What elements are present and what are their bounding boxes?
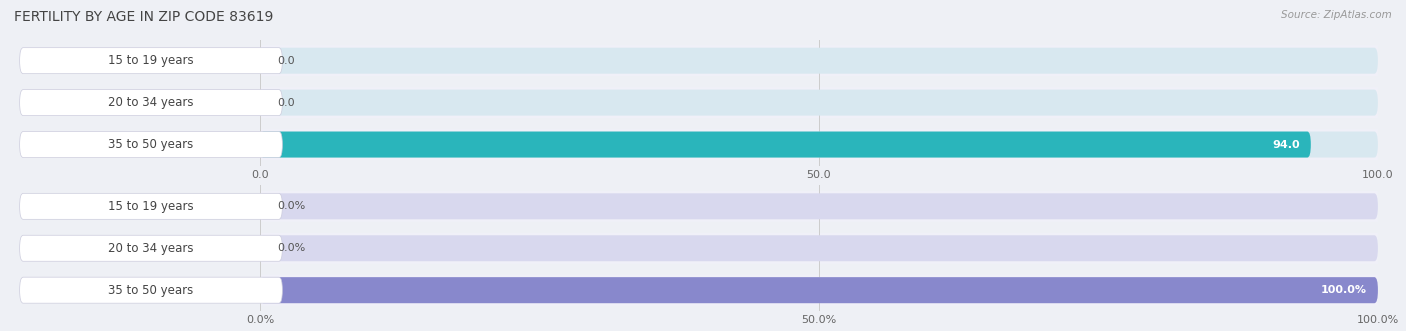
FancyBboxPatch shape [260,45,1378,76]
FancyBboxPatch shape [260,48,1378,74]
Text: 20 to 34 years: 20 to 34 years [108,242,194,255]
FancyBboxPatch shape [20,193,283,219]
Text: 35 to 50 years: 35 to 50 years [108,284,194,297]
FancyBboxPatch shape [260,87,1378,118]
Text: 0.0: 0.0 [277,56,294,66]
FancyBboxPatch shape [260,277,1378,303]
Text: 100.0%: 100.0% [1320,285,1367,295]
FancyBboxPatch shape [260,90,1378,116]
Text: 20 to 34 years: 20 to 34 years [108,96,194,109]
Text: 94.0: 94.0 [1272,140,1299,150]
FancyBboxPatch shape [260,233,1378,264]
FancyBboxPatch shape [260,275,1378,306]
FancyBboxPatch shape [20,235,283,261]
Text: 0.0%: 0.0% [277,243,305,253]
FancyBboxPatch shape [20,131,283,158]
FancyBboxPatch shape [260,277,1378,303]
FancyBboxPatch shape [260,129,1378,160]
FancyBboxPatch shape [20,48,283,74]
FancyBboxPatch shape [20,90,283,116]
Text: FERTILITY BY AGE IN ZIP CODE 83619: FERTILITY BY AGE IN ZIP CODE 83619 [14,10,273,24]
Text: Source: ZipAtlas.com: Source: ZipAtlas.com [1281,10,1392,20]
FancyBboxPatch shape [260,191,1378,222]
Text: 15 to 19 years: 15 to 19 years [108,54,194,67]
FancyBboxPatch shape [260,235,1378,261]
Text: 15 to 19 years: 15 to 19 years [108,200,194,213]
Text: 35 to 50 years: 35 to 50 years [108,138,194,151]
FancyBboxPatch shape [260,193,1378,219]
FancyBboxPatch shape [260,131,1310,158]
Text: 0.0: 0.0 [277,98,294,108]
FancyBboxPatch shape [20,277,283,303]
Text: 0.0%: 0.0% [277,201,305,211]
FancyBboxPatch shape [260,131,1378,158]
